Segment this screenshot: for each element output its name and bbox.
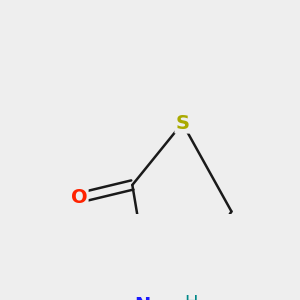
Text: N: N: [134, 296, 150, 300]
Text: H: H: [184, 294, 198, 300]
Text: S: S: [176, 114, 189, 133]
Text: O: O: [71, 188, 88, 207]
